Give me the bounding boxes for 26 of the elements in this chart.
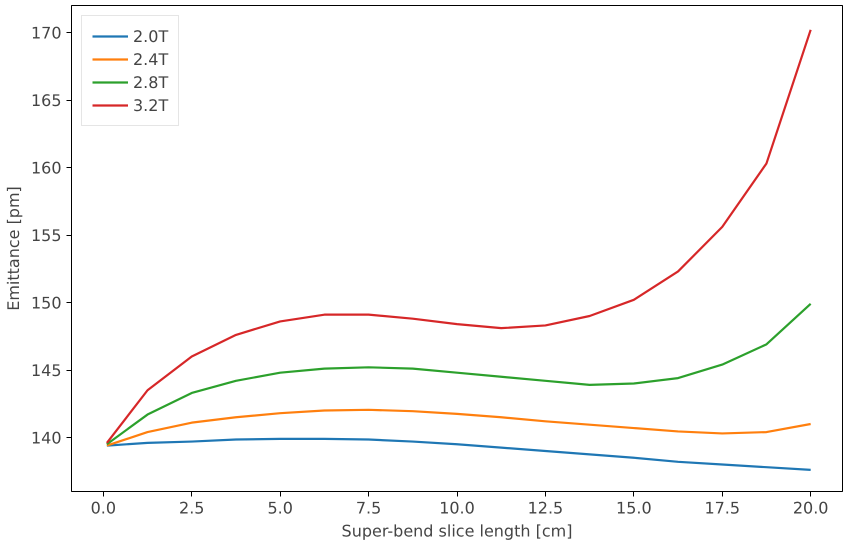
x-axis-title: Super-bend slice length [cm] (342, 522, 572, 540)
y-tick-label: 170 (30, 24, 62, 42)
x-tick-label: 10.0 (439, 498, 475, 518)
y-tick-label: 145 (30, 361, 62, 380)
legend-label: 2.8T (133, 72, 168, 92)
x-tick-label: 7.5 (356, 498, 382, 518)
y-tick-label: 155 (30, 226, 62, 245)
x-tick-label: 0.0 (90, 498, 116, 518)
x-tick-label: 12.5 (528, 498, 564, 518)
x-tick-label: 5.0 (267, 498, 293, 518)
y-tick-label: 150 (30, 294, 62, 312)
line-series (106, 302, 812, 446)
legend-label: 3.2T (133, 96, 168, 114)
legend-label: 2.4T (133, 50, 168, 68)
line-series (106, 408, 812, 447)
x-tick-label: 20.0 (792, 498, 828, 518)
y-axis-title: Emittance [pm] (4, 186, 23, 311)
y-tick-label: 165 (30, 91, 62, 110)
x-tick-label: 2.5 (179, 498, 204, 518)
x-tick-label: 15.0 (616, 498, 652, 518)
y-tick-label: 140 (30, 428, 62, 448)
x-tick-label: 17.5 (704, 498, 740, 518)
line-series (106, 28, 812, 444)
y-tick-label: 160 (30, 158, 62, 178)
legend-label: 2.0T (133, 26, 168, 46)
line-series (106, 438, 812, 471)
